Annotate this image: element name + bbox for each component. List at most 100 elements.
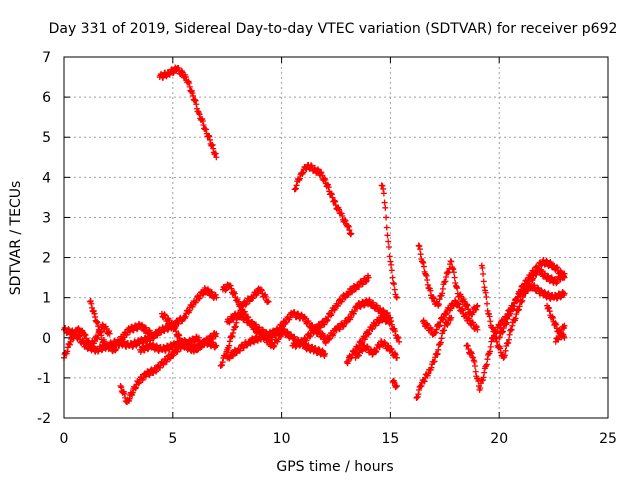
data-point xyxy=(505,336,512,343)
data-point xyxy=(464,302,471,309)
data-point xyxy=(369,351,376,358)
data-point xyxy=(322,176,329,183)
data-point xyxy=(258,287,265,294)
data-point xyxy=(487,343,494,350)
data-point xyxy=(385,238,392,245)
data-point xyxy=(489,325,496,332)
data-point xyxy=(231,290,238,297)
data-point xyxy=(474,302,481,309)
data-point xyxy=(515,306,522,313)
data-point xyxy=(453,283,460,290)
data-point xyxy=(484,300,491,307)
data-point xyxy=(226,338,233,345)
data-point xyxy=(66,341,73,348)
data-point xyxy=(129,389,136,396)
data-point xyxy=(471,358,478,365)
data-point xyxy=(254,290,261,297)
data-point xyxy=(422,271,429,278)
data-point xyxy=(75,325,82,332)
data-point xyxy=(322,350,329,357)
data-point xyxy=(203,126,210,133)
data-point xyxy=(445,269,452,276)
series-s15 xyxy=(322,296,394,347)
data-point xyxy=(213,330,220,337)
data-point xyxy=(232,323,239,330)
series-s14 xyxy=(291,161,355,238)
data-point xyxy=(394,334,401,341)
data-point xyxy=(388,318,395,325)
data-point xyxy=(472,368,479,375)
data-point xyxy=(213,342,220,349)
data-point xyxy=(205,132,212,139)
data-point xyxy=(252,291,259,298)
data-point xyxy=(439,290,446,297)
data-point xyxy=(382,340,389,347)
data-point xyxy=(385,243,392,250)
data-point xyxy=(207,136,214,143)
data-point xyxy=(430,294,437,301)
data-point xyxy=(472,363,479,370)
data-points xyxy=(61,64,568,405)
data-point xyxy=(553,321,560,328)
data-point xyxy=(230,290,237,297)
data-point xyxy=(553,280,560,287)
x-tick-label: 10 xyxy=(273,431,291,447)
data-point xyxy=(551,321,558,328)
data-point xyxy=(391,281,398,288)
data-point xyxy=(295,176,302,183)
data-point xyxy=(381,339,388,346)
data-point xyxy=(561,290,568,297)
data-point xyxy=(427,287,434,294)
data-point xyxy=(227,282,234,289)
axis-ticks: 0 5 10 15 20 25 -2 -1 0 1 2 3 4 5 6 7 xyxy=(37,50,617,447)
data-point xyxy=(133,384,140,391)
data-point xyxy=(262,293,269,300)
data-point xyxy=(489,324,496,331)
data-point xyxy=(348,230,355,237)
data-point xyxy=(243,300,250,307)
data-point xyxy=(493,335,500,342)
data-point xyxy=(393,293,400,300)
data-point xyxy=(300,169,307,176)
x-tick-label: 20 xyxy=(490,431,508,447)
data-point xyxy=(546,305,553,312)
y-tick-label: 1 xyxy=(42,291,51,307)
data-point xyxy=(135,380,142,387)
data-point xyxy=(233,319,240,326)
data-point xyxy=(277,333,284,340)
series-s24 xyxy=(478,262,568,361)
data-point xyxy=(372,349,379,356)
data-point xyxy=(117,382,124,389)
data-point xyxy=(265,298,272,305)
data-point xyxy=(388,261,395,268)
data-point xyxy=(258,286,265,293)
data-point xyxy=(325,184,332,191)
data-point xyxy=(222,287,229,294)
data-point xyxy=(512,315,519,322)
data-point xyxy=(548,275,555,282)
data-point xyxy=(170,70,177,77)
data-point xyxy=(369,326,376,333)
data-point xyxy=(213,294,220,301)
data-point xyxy=(174,348,181,355)
data-point xyxy=(420,263,427,270)
data-point xyxy=(387,258,394,265)
data-point xyxy=(332,198,339,205)
data-point xyxy=(424,281,431,288)
data-point xyxy=(167,355,174,362)
data-point xyxy=(329,194,336,201)
data-point xyxy=(449,265,456,272)
data-point xyxy=(336,206,343,213)
data-point xyxy=(160,361,167,368)
data-point xyxy=(483,293,490,300)
series-s8 xyxy=(156,64,220,161)
data-point xyxy=(318,169,325,176)
data-point xyxy=(328,191,335,198)
data-point xyxy=(473,303,480,310)
data-point xyxy=(442,278,449,285)
data-point xyxy=(439,285,446,292)
data-point xyxy=(481,369,488,376)
data-point xyxy=(229,333,236,340)
x-tick-label: 0 xyxy=(60,431,69,447)
series-s13 xyxy=(289,272,372,350)
